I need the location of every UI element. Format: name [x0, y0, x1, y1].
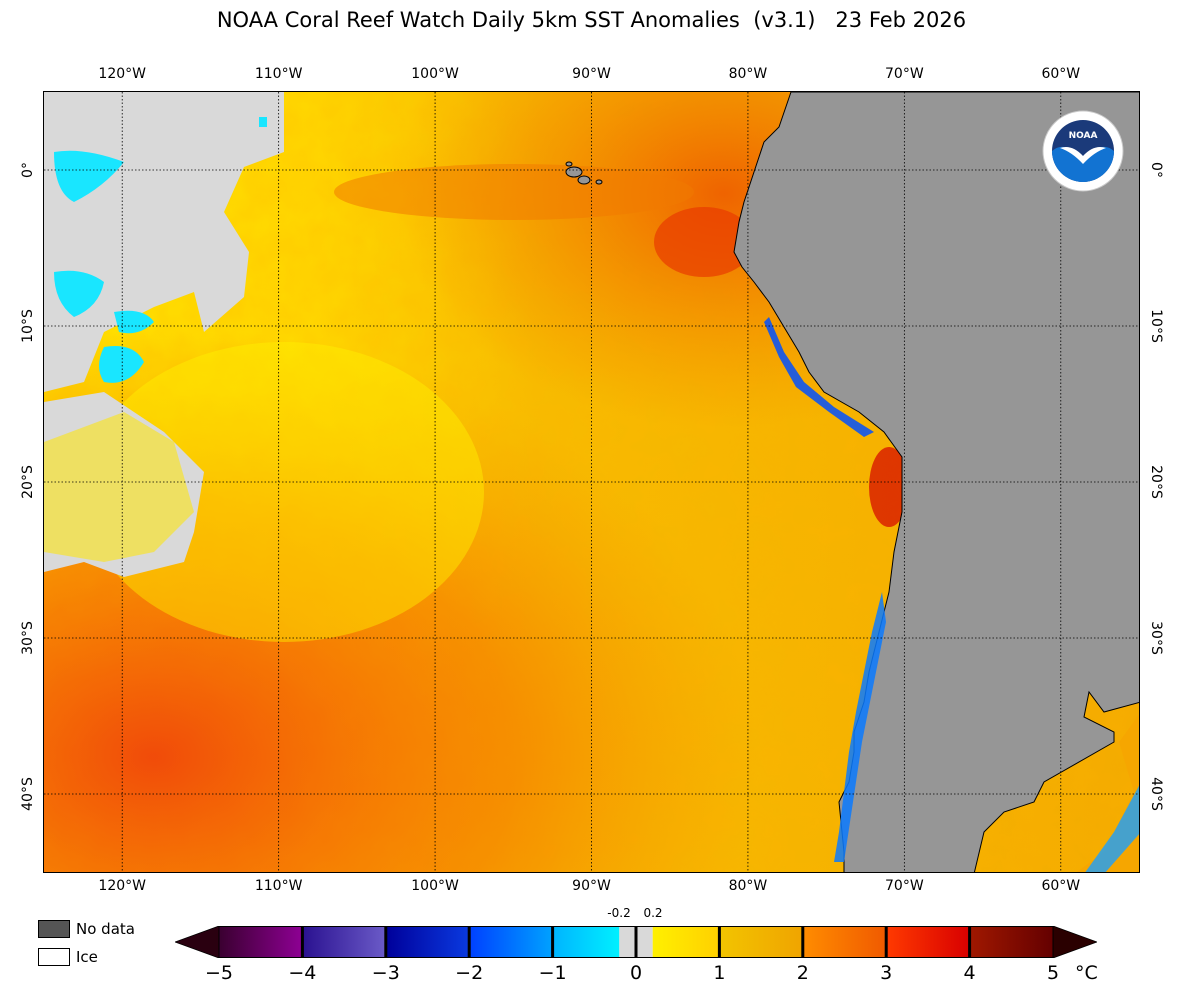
no-data-label: No data: [76, 920, 135, 938]
longitude-label: 100°W: [411, 66, 459, 82]
no-data-swatch: [38, 920, 70, 938]
longitude-label: 100°W: [411, 878, 459, 894]
map-title: NOAA Coral Reef Watch Daily 5km SST Anom…: [216, 8, 967, 32]
colorbar-tick-label: 2: [796, 962, 809, 984]
latitude-label: 30°S: [20, 621, 36, 655]
latitude-label: 20°S: [1148, 465, 1164, 499]
longitude-label: 90°W: [572, 878, 611, 894]
latitude-label: 10°S: [1148, 309, 1164, 343]
colorbar-tick-label: −5: [204, 962, 234, 984]
graticule: [44, 92, 1139, 872]
colorbar-tick-label: 3: [880, 962, 893, 984]
latitude-label: 30°S: [1148, 621, 1164, 655]
latitude-label: 40°S: [1148, 777, 1164, 811]
coastal-hotspot-south: [869, 447, 909, 527]
ice-swatch: [38, 948, 70, 966]
latitude-label: 0°: [20, 162, 36, 178]
colorbar-label-plus-0-2: 0.2: [643, 906, 663, 920]
sst-anomaly-map: [43, 91, 1140, 873]
colorbar-tick-label: −3: [371, 962, 400, 984]
central-cool-yellow: [84, 342, 484, 642]
colorbar-segment: [719, 926, 803, 958]
logo-text: NOAA: [1069, 131, 1098, 141]
colorbar-segment: [302, 926, 386, 958]
colorbar-tick-label: −4: [288, 962, 317, 984]
longitude-label: 110°W: [254, 878, 303, 894]
latitude-label: 40°S: [20, 777, 36, 811]
latitude-label: 20°S: [20, 465, 36, 499]
coastal-upwelling-chile: [834, 592, 886, 862]
colorbar-segment: [886, 926, 970, 958]
colorbar-extend-high: [1052, 926, 1097, 958]
cool-anomaly-patches: [54, 117, 267, 383]
longitude-label: 60°W: [1041, 66, 1081, 82]
galapagos-islands: [565, 161, 603, 185]
map-canvas: [44, 92, 1139, 872]
coastal-hotspot-north: [654, 207, 754, 277]
colorbar-tick-label: −1: [538, 962, 567, 984]
colorbar-tick-label: 4: [963, 962, 976, 984]
colorbar-segment: [469, 926, 553, 958]
longitude-label: 80°W: [728, 878, 768, 894]
longitude-label: 80°W: [728, 66, 768, 82]
longitude-label: 90°W: [572, 66, 611, 82]
colorbar-tick-label: 5: [1046, 962, 1060, 984]
colorbar: [175, 926, 1097, 958]
latitude-label: 0°: [1148, 162, 1164, 178]
colorbar-tick-label: 1: [713, 962, 726, 984]
longitude-label: 70°W: [885, 66, 924, 82]
longitude-label: 60°W: [1041, 878, 1081, 894]
noaa-logo: NOAA: [1042, 110, 1124, 192]
colorbar-tick-label: 0: [629, 962, 643, 984]
colorbar-segment: [969, 926, 1053, 958]
longitude-label: 70°W: [885, 878, 924, 894]
equatorial-band: [334, 164, 694, 220]
colorbar-label-minus-0-2: -0.2: [607, 906, 631, 920]
longitude-label: 120°W: [98, 878, 146, 894]
longitude-label: 120°W: [98, 66, 146, 82]
latitude-label: 10°S: [20, 309, 36, 343]
colorbar-segment: [552, 926, 620, 958]
colorbar-segment: [802, 926, 887, 958]
colorbar-segment: [652, 926, 720, 958]
colorbar-segment: [385, 926, 470, 958]
atlantic-cool-patch: [1085, 785, 1139, 872]
ice-label: Ice: [76, 948, 98, 966]
longitude-label: 110°W: [254, 66, 303, 82]
colorbar-unit: °C: [1075, 962, 1098, 984]
colorbar-tick-label: −2: [455, 962, 484, 984]
colorbar-extend-low: [175, 926, 220, 958]
colorbar-segment: [219, 926, 303, 958]
